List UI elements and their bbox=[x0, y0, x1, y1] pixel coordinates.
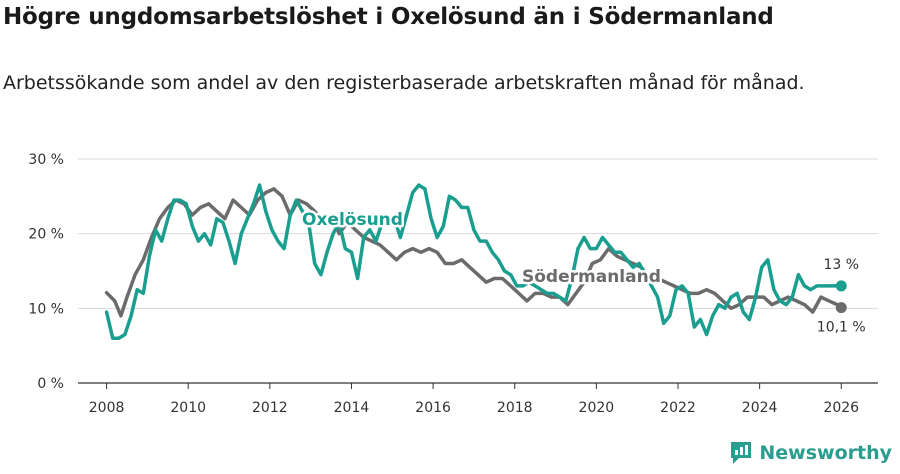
end-value-label-sodermanland: 10,1 % bbox=[817, 320, 866, 336]
end-value-label-oxelosund: 13 % bbox=[823, 257, 859, 273]
series-line-sodermanland bbox=[104, 187, 844, 318]
series-line-oxelosund bbox=[104, 183, 844, 340]
series-label-sodermanland: Södermanland bbox=[522, 267, 661, 287]
x-tick-label: 2012 bbox=[252, 400, 288, 416]
newsworthy-logo-icon bbox=[731, 442, 752, 464]
series-label-oxelosund: Oxelösund bbox=[302, 210, 403, 230]
end-point-oxelosund bbox=[835, 280, 847, 292]
x-tick-label: 2008 bbox=[89, 400, 125, 416]
y-tick-label: 10 % bbox=[28, 301, 64, 317]
end-point-sodermanland bbox=[835, 302, 847, 314]
y-tick-label: 20 % bbox=[28, 227, 64, 243]
brand-name: Newsworthy bbox=[759, 442, 892, 464]
y-tick-label: 0 % bbox=[37, 376, 64, 392]
x-tick-label: 2022 bbox=[660, 400, 696, 416]
chart-title: Högre ungdomsarbetslöshet i Oxelösund än… bbox=[3, 4, 774, 30]
x-tick-label: 2014 bbox=[334, 400, 370, 416]
x-tick-label: 2016 bbox=[415, 400, 451, 416]
x-tick-label: 2020 bbox=[579, 400, 615, 416]
x-tick-label: 2026 bbox=[823, 400, 859, 416]
x-tick-label: 2010 bbox=[170, 400, 206, 416]
x-tick-label: 2024 bbox=[742, 400, 778, 416]
y-tick-label: 30 % bbox=[28, 152, 64, 168]
x-tick-label: 2018 bbox=[497, 400, 533, 416]
newsworthy-brand[interactable]: Newsworthy bbox=[729, 440, 892, 466]
chart-subtitle: Arbetssökande som andel av den registerb… bbox=[3, 72, 805, 94]
